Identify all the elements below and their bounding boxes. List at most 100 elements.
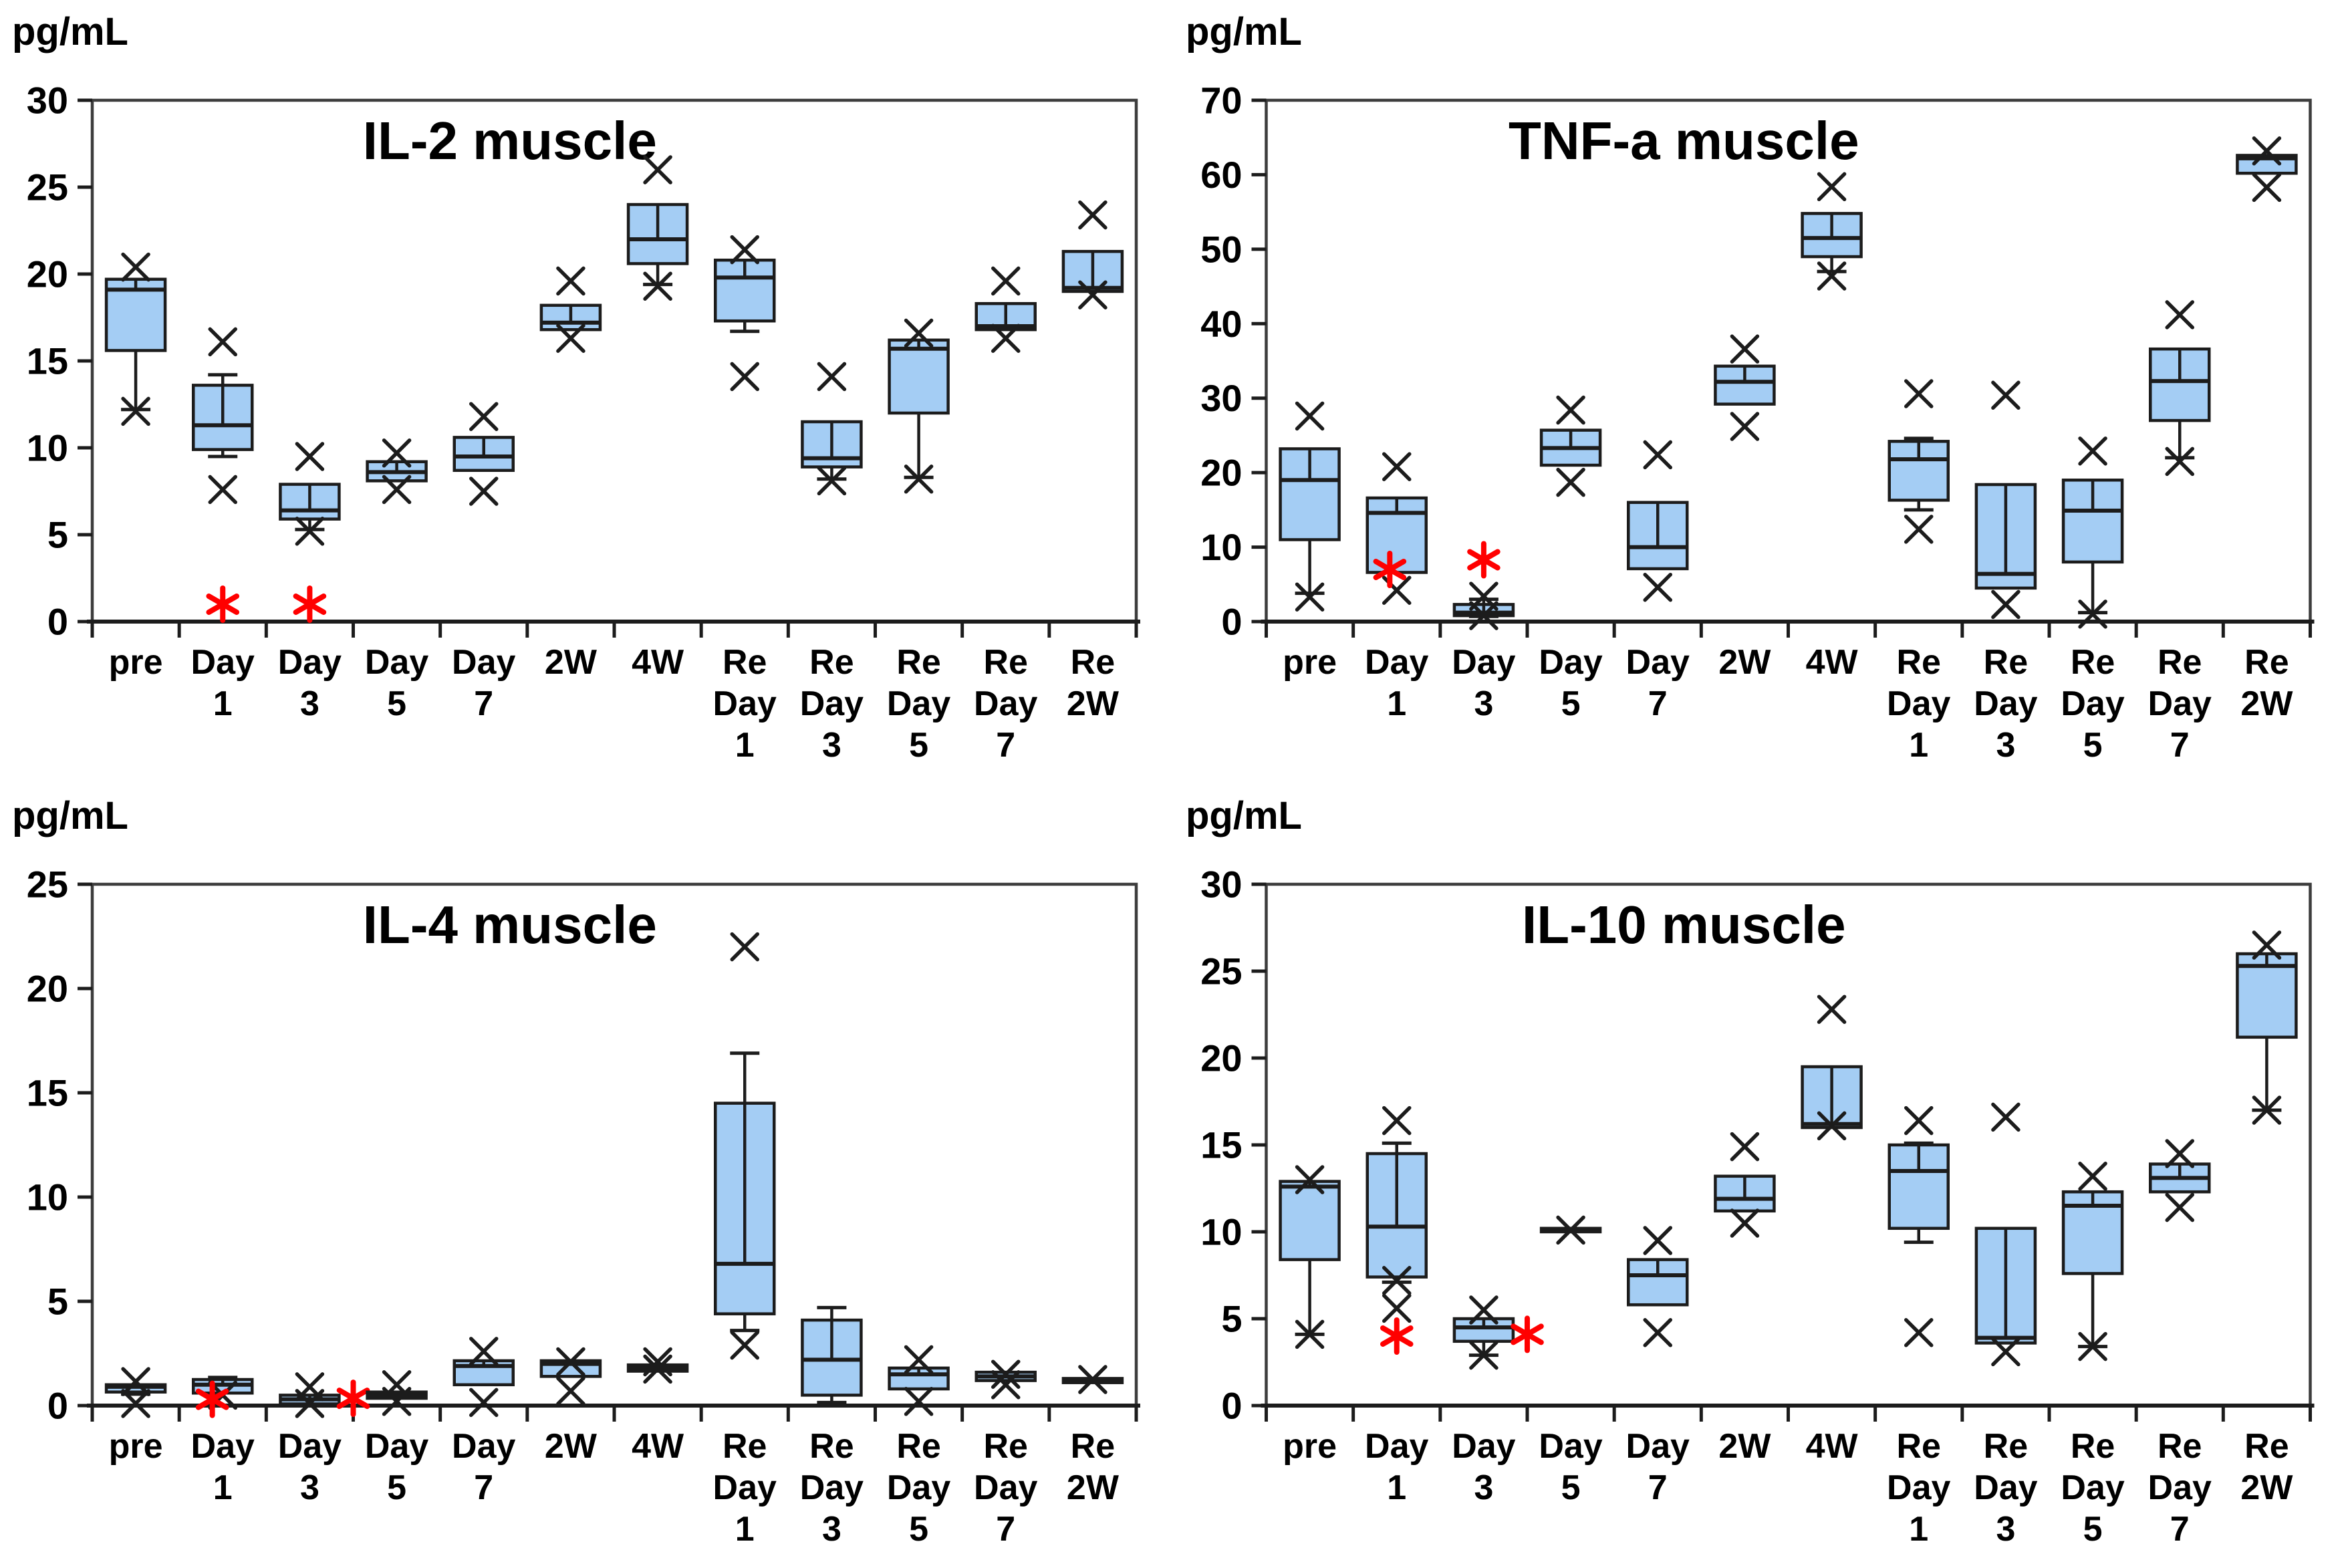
outlier-x-icon xyxy=(1991,590,2020,620)
iqr-box xyxy=(1279,1180,1341,1261)
x-category-label: 1 xyxy=(1909,1510,1928,1549)
outlier-x-icon xyxy=(382,438,412,468)
x-category-label: pre xyxy=(1283,1427,1337,1466)
y-tick-label: 5 xyxy=(47,514,68,556)
outlier-x-icon xyxy=(2165,1139,2194,1168)
y-tick-label: 20 xyxy=(27,968,68,1010)
outlier-x-icon xyxy=(1643,1226,1672,1255)
outlier-x-icon xyxy=(469,1337,499,1366)
x-category-label: 3 xyxy=(822,726,841,765)
x-category-label: 4W xyxy=(1806,643,1859,682)
x-category-label: Day xyxy=(1626,643,1690,682)
outlier-x-icon xyxy=(1991,1102,2020,1132)
x-category-label: 7 xyxy=(996,726,1015,765)
outlier-x-icon xyxy=(1295,1319,1325,1349)
box-group-re-day-5 xyxy=(2061,1162,2124,1361)
y-tick-label: 25 xyxy=(27,864,68,906)
outlier-x-icon xyxy=(904,1387,934,1416)
x-category-label: 5 xyxy=(1561,1468,1581,1507)
x-category-label: 7 xyxy=(1648,1468,1668,1507)
y-tick-label: 40 xyxy=(1200,303,1242,345)
x-category-label: 5 xyxy=(909,1510,928,1549)
x-category-label: 3 xyxy=(1474,684,1493,723)
outlier-x-icon xyxy=(1904,515,1934,544)
y-tick-label: 15 xyxy=(1200,1124,1242,1166)
x-category-label: 2W xyxy=(1067,1468,1120,1507)
panel-title: TNF-a muscle xyxy=(1509,111,1859,170)
y-tick-label: 10 xyxy=(27,427,68,469)
box-group-day-1 xyxy=(1365,452,1428,605)
box-group-day-3 xyxy=(1452,541,1515,630)
significance-star-icon xyxy=(195,1388,229,1410)
y-axis: 0 5 10 15 20 25 30 xyxy=(27,80,92,643)
outlier-x-icon xyxy=(730,1330,759,1360)
x-category-label: 5 xyxy=(387,684,406,723)
outlier-x-icon xyxy=(2078,1162,2107,1191)
outlier-x-icon xyxy=(1643,440,1672,470)
panel-il-4-muscle: pg/mL 0 5 10 15 20 25 pre Day 1 Day 3 Day 5 Day 7 2W 4W R… xyxy=(0,784,1174,1568)
x-category-label: 2W xyxy=(1718,643,1771,682)
x-category-label: 7 xyxy=(2170,726,2190,765)
x-category-label: 7 xyxy=(996,1510,1015,1549)
x-category-label: Re xyxy=(896,643,940,682)
x-category-label: 3 xyxy=(1996,726,2015,765)
box-group-re-day-3 xyxy=(801,1305,863,1404)
outlier-x-icon xyxy=(2078,1331,2107,1361)
x-category-label: 3 xyxy=(300,684,319,723)
significance-star-icon xyxy=(1467,549,1501,571)
outlier-x-icon xyxy=(1817,172,1847,202)
x-category-label: Day xyxy=(1974,1468,2037,1507)
outlier-x-icon xyxy=(643,271,672,301)
outlier-x-icon xyxy=(1643,572,1672,602)
box-group-2w xyxy=(1714,334,1776,441)
box-group-day-1 xyxy=(1365,1105,1428,1355)
outlier-x-icon xyxy=(121,1389,150,1418)
outlier-x-icon xyxy=(991,1359,1021,1389)
outlier-x-icon xyxy=(1556,395,1585,425)
y-tick-label: 60 xyxy=(1200,154,1242,196)
box-group-re-2w xyxy=(1061,200,1124,309)
outlier-x-icon xyxy=(1904,379,1934,408)
box-group-re-day-1 xyxy=(714,235,776,392)
box-group-pre xyxy=(104,252,167,426)
x-category-label: Re xyxy=(809,643,854,682)
x-category-label: pre xyxy=(109,643,163,682)
outlier-x-icon xyxy=(991,323,1021,353)
box-group-re-day-5 xyxy=(888,318,950,494)
outlier-x-icon xyxy=(1469,1295,1498,1325)
outlier-x-icon xyxy=(1556,1215,1585,1245)
x-category-label: Day xyxy=(365,1427,428,1466)
x-category-label: Re xyxy=(2244,643,2289,682)
outlier-x-icon xyxy=(730,932,759,962)
y-axis: 0 5 10 15 20 25 30 xyxy=(1200,864,1267,1427)
y-tick-label: 10 xyxy=(27,1176,68,1218)
x-category-label: 1 xyxy=(735,726,755,765)
box-group-day-7 xyxy=(1627,440,1689,602)
box-group-re-day-5 xyxy=(888,1345,950,1416)
x-category-label: Day xyxy=(191,643,255,682)
box-group-pre xyxy=(1279,1165,1341,1349)
box-group-2w xyxy=(1714,1132,1776,1238)
x-category-label: Re xyxy=(984,643,1028,682)
outlier-x-icon xyxy=(1730,1208,1760,1238)
plot-area xyxy=(1265,882,2312,1408)
x-category-label: 2W xyxy=(545,1427,598,1466)
x-category-label: Re xyxy=(2244,1427,2289,1466)
y-axis: 0 10 20 30 40 50 60 70 xyxy=(1200,80,1267,643)
outlier-x-icon xyxy=(1295,582,1325,612)
outlier-x-icon xyxy=(2252,930,2282,960)
outlier-x-icon xyxy=(904,1345,934,1375)
outlier-x-icon xyxy=(2165,1192,2194,1222)
outlier-x-icon xyxy=(2252,136,2282,166)
box-group-re-2w xyxy=(2236,930,2298,1125)
y-axis-unit-label: pg/mL xyxy=(12,794,128,837)
x-category-label: 3 xyxy=(1474,1468,1493,1507)
x-category-label: Re xyxy=(2071,1427,2115,1466)
outlier-x-icon xyxy=(121,1367,150,1396)
outlier-x-icon xyxy=(817,466,847,496)
panel-title: IL-4 muscle xyxy=(363,895,657,954)
outlier-x-icon xyxy=(1904,1318,1934,1347)
